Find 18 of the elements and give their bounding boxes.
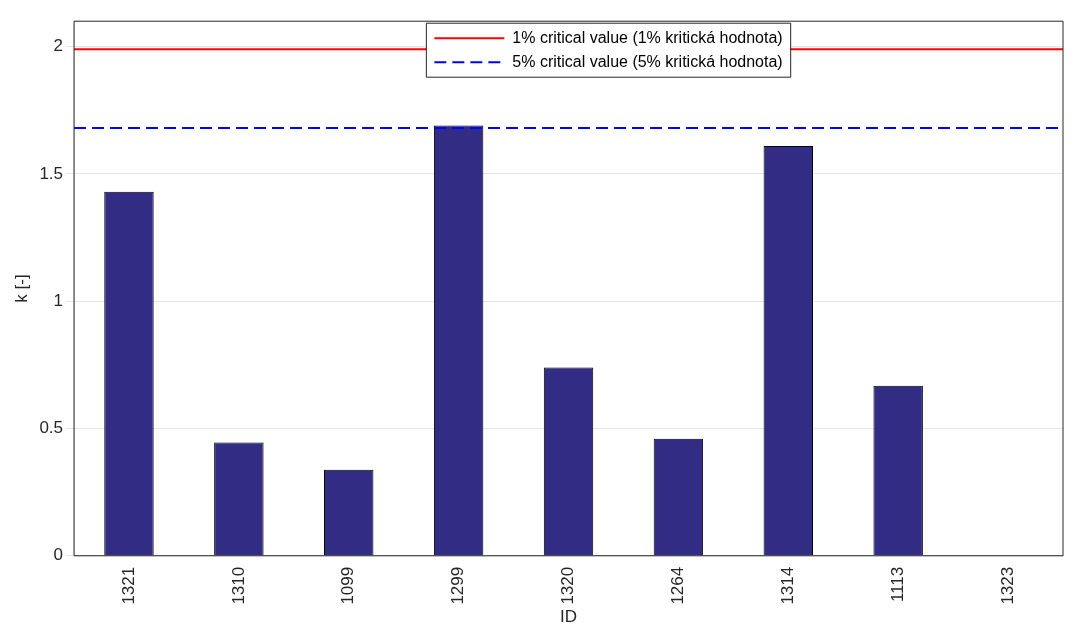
x-tick-label: 1320: [558, 566, 578, 605]
x-tick-label: 1321: [118, 566, 138, 605]
x-tick-label: 1323: [997, 566, 1017, 605]
y-tick-label: 0.5: [39, 418, 64, 438]
x-tick-label: 1310: [228, 566, 248, 605]
legend-label: 5% critical value (5% kritická hodnota): [512, 52, 783, 70]
x-tick-label: 1113: [887, 566, 907, 603]
x-tick-label: 1099: [338, 566, 358, 605]
x-tick-label: 1314: [777, 566, 797, 605]
y-tick-label: 1.5: [39, 163, 64, 183]
y-tick-label: 1: [53, 290, 64, 310]
y-axis-title: k [-]: [11, 274, 31, 303]
y-tick-label: 0: [53, 545, 64, 565]
y-tick-label: 2: [53, 36, 64, 56]
x-axis-title: ID: [560, 607, 578, 627]
ref-line-label: 1% critical value (1% kritická hodnota): [512, 28, 783, 46]
x-tick-label: 1264: [668, 566, 688, 605]
x-tick-label: 1299: [448, 566, 468, 605]
